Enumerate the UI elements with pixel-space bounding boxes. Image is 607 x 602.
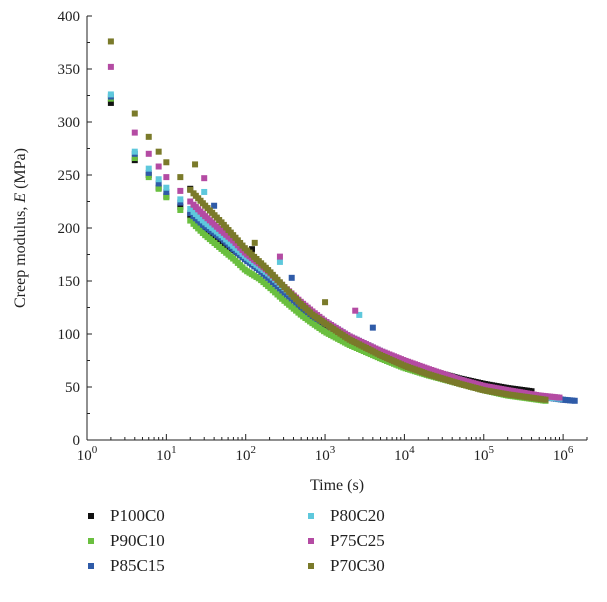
data-point: [145, 174, 152, 181]
data-point-outlier: [322, 299, 329, 306]
data-point: [177, 174, 184, 181]
y-tick-label: 250: [58, 168, 81, 184]
data-point: [177, 206, 184, 213]
legend-label: P75C25: [330, 531, 385, 550]
data-point: [145, 150, 152, 157]
y-tick-label: 50: [65, 380, 80, 396]
data-point: [155, 185, 162, 192]
data-point: [177, 187, 184, 194]
data-point: [107, 91, 114, 98]
series-p75c25: [107, 63, 563, 401]
series-p100c0: [107, 99, 535, 395]
x-axis-title: Time (s): [310, 477, 364, 494]
data-point: [155, 176, 162, 183]
creep-modulus-chart: 0 50 100 150 200 250 300 350 400 100 101 102 103 104 1…: [12, 9, 588, 494]
y-axis-title: Creep modulus, E (MPa): [12, 148, 29, 308]
data-point: [163, 174, 170, 181]
legend-swatch: [88, 563, 94, 569]
data-point: [145, 165, 152, 172]
data-point: [187, 186, 194, 193]
legend-label: P90C10: [110, 531, 165, 550]
legend-swatch: [88, 538, 94, 544]
legend-item-p100c0: P100C0: [88, 504, 165, 528]
data-point: [107, 38, 114, 45]
legend-swatch: [308, 513, 314, 519]
x-tick-label: 104: [394, 444, 415, 464]
data-point: [542, 396, 549, 403]
legend-swatch: [308, 563, 314, 569]
series-p85c15: [107, 93, 578, 404]
x-tick-label: 101: [156, 444, 177, 464]
data-point-outlier: [276, 253, 283, 260]
legend-item-p75c25: P75C25: [308, 529, 385, 553]
x-tick-label: 106: [553, 444, 574, 464]
y-tick-label: 0: [73, 433, 81, 449]
data-point: [131, 110, 138, 117]
data-point: [145, 133, 152, 140]
data-point: [155, 148, 162, 155]
data-point: [163, 194, 170, 201]
data-point: [187, 210, 194, 217]
y-tick-label: 400: [58, 9, 81, 25]
data-point: [131, 155, 138, 162]
data-point: [131, 148, 138, 155]
data-point: [177, 203, 184, 210]
legend-item-p80c20: P80C20: [308, 504, 385, 528]
y-tick-label: 350: [58, 62, 81, 78]
legend-swatch: [308, 538, 314, 544]
data-point: [107, 99, 114, 106]
x-tick-label: 103: [315, 444, 336, 464]
data-point: [155, 163, 162, 170]
data-point: [163, 159, 170, 166]
x-tick-label: 105: [474, 444, 495, 464]
data-point-outlier: [356, 311, 363, 318]
series-p90c10: [107, 95, 549, 404]
data-point-outlier: [248, 246, 255, 253]
data-point: [187, 205, 194, 212]
series-p70c30: [107, 38, 549, 403]
legend: P100C0 P90C10 P85C15 P80C20 P75C25 P70C30: [88, 504, 528, 600]
data-point: [177, 199, 184, 206]
series-p80c20: [107, 91, 563, 402]
data-point-outlier: [352, 307, 359, 314]
legend-label: P85C15: [110, 556, 165, 575]
legend-label: P70C30: [330, 556, 385, 575]
data-point: [571, 397, 578, 404]
legend-label: P80C20: [330, 506, 385, 525]
x-tick-label: 100: [77, 444, 98, 464]
data-point: [145, 169, 152, 176]
data-point-outlier: [211, 202, 218, 209]
legend-item-p85c15: P85C15: [88, 554, 165, 578]
data-point: [163, 188, 170, 195]
legend-item-p90c10: P90C10: [88, 529, 165, 553]
data-point-outlier: [369, 324, 376, 331]
data-point-outlier: [192, 161, 199, 168]
legend-label: P100C0: [110, 506, 165, 525]
legend-item-p70c30: P70C30: [308, 554, 385, 578]
data-point-outlier: [288, 274, 295, 281]
data-point-outlier: [201, 175, 208, 182]
data-point: [131, 129, 138, 136]
data-point-outlier: [251, 239, 258, 246]
data-point: [155, 180, 162, 187]
data-point-outlier: [276, 258, 283, 265]
data-point: [556, 394, 563, 401]
y-tick-label: 100: [58, 327, 81, 343]
y-tick-label: 150: [58, 274, 81, 290]
y-tick-label: 300: [58, 115, 81, 131]
data-point: [187, 217, 194, 224]
x-tick-label: 102: [235, 444, 256, 464]
legend-swatch: [88, 513, 94, 519]
data-point: [187, 198, 194, 205]
data-point-outlier: [201, 188, 208, 195]
data-point: [107, 63, 114, 70]
y-tick-label: 200: [58, 221, 81, 237]
data-point: [163, 184, 170, 191]
data-point: [177, 196, 184, 203]
